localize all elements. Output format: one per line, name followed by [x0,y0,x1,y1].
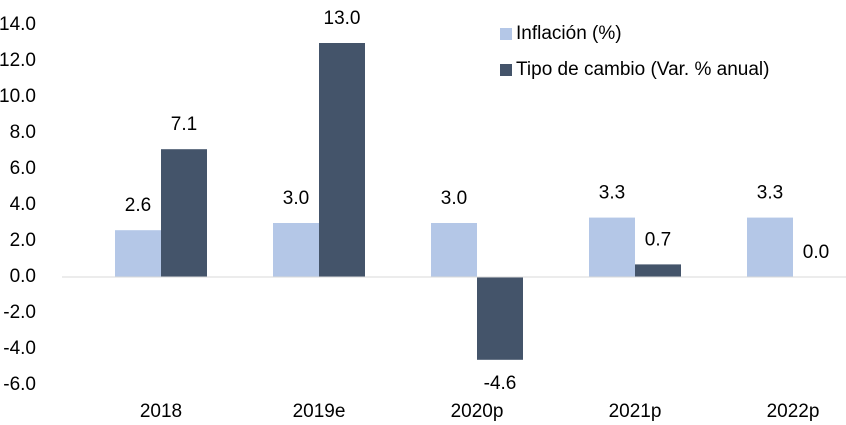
bar [115,230,161,277]
data-label: 3.3 [599,183,625,204]
legend-label: Tipo de cambio (Var. % anual) [516,59,769,80]
y-tick-label: 8.0 [10,122,36,143]
y-tick-label: 6.0 [10,158,36,179]
y-tick-label: 2.0 [10,230,36,251]
data-label: 7.1 [171,114,197,135]
x-tick-label: 2018 [140,401,182,422]
y-tick-label: 10.0 [0,86,36,107]
y-tick-label: -2.0 [3,302,36,323]
bar [589,217,635,277]
data-label: -4.6 [484,373,517,394]
bar [635,264,681,277]
x-tick-label: 2022p [767,401,820,422]
data-label: 3.0 [441,188,467,209]
y-tick-label: -6.0 [3,374,36,395]
y-tick-label: -4.0 [3,338,36,359]
bar [431,223,477,277]
x-tick-label: 2019e [293,401,346,422]
x-tick-label: 2021p [609,401,662,422]
y-tick-label: 12.0 [0,50,36,71]
data-label: 0.7 [645,229,671,250]
data-label: 3.3 [757,183,783,204]
bar [477,277,523,360]
data-label: 3.0 [283,188,309,209]
data-label: 2.6 [125,195,151,216]
data-label: 13.0 [324,8,361,29]
y-tick-label: 0.0 [10,266,36,287]
x-tick-label: 2020p [451,401,504,422]
y-tick-label: 4.0 [10,194,36,215]
data-label: 0.0 [803,242,829,263]
bar [161,149,207,277]
bar [273,223,319,277]
legend-swatch [500,28,512,40]
bar [747,217,793,277]
y-tick-label: 14.0 [0,14,36,35]
legend-label: Inflación (%) [516,23,622,44]
bar [319,43,365,277]
legend-swatch [500,64,512,76]
